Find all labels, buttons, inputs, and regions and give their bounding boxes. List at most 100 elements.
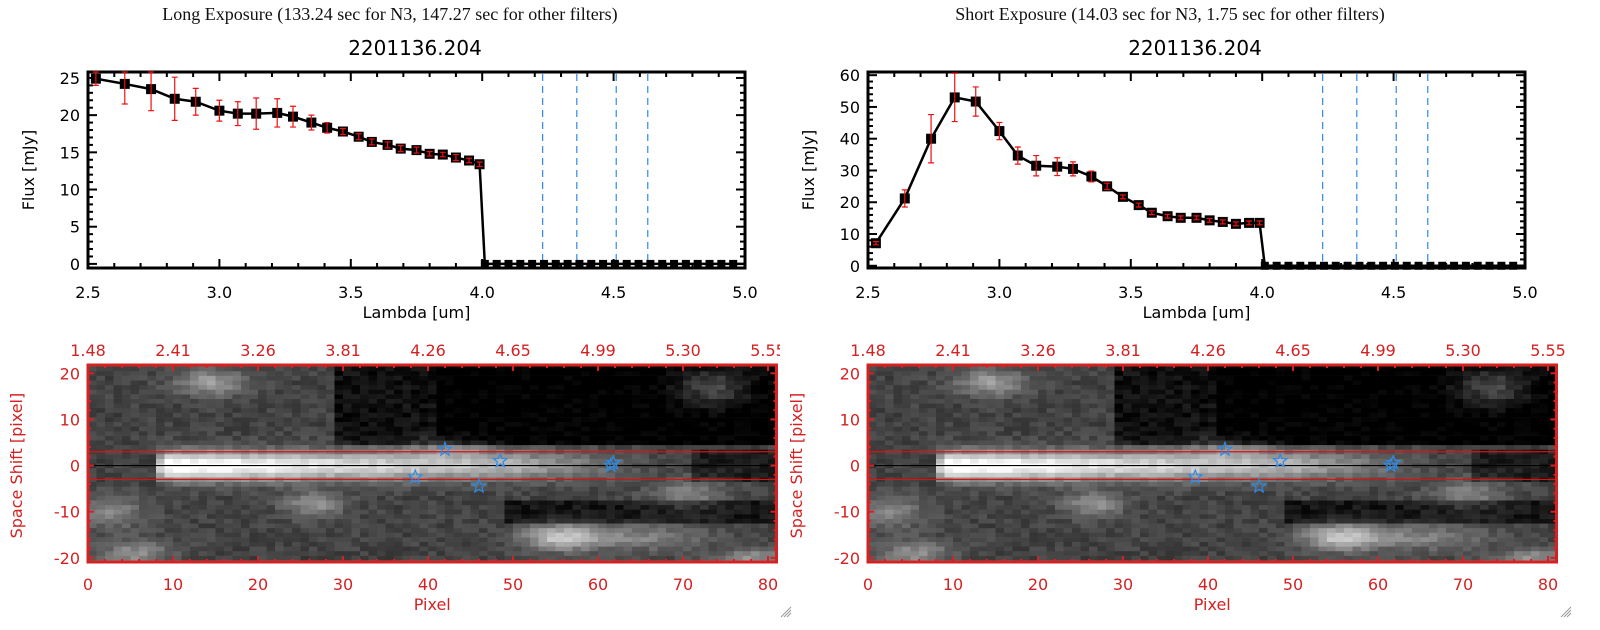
image-pixel	[1029, 454, 1039, 459]
image-pixel	[674, 412, 684, 418]
image-pixel	[734, 537, 743, 542]
image-pixel	[893, 509, 903, 515]
image-pixel	[377, 537, 386, 542]
image-pixel	[513, 366, 522, 372]
image-pixel	[249, 537, 259, 542]
image-pixel	[615, 412, 624, 418]
image-pixel	[360, 403, 369, 409]
image-pixel	[453, 523, 463, 529]
image-pixel	[708, 380, 718, 386]
image-pixel	[657, 504, 667, 510]
image-pixel	[173, 486, 182, 492]
image-pixel	[130, 537, 140, 542]
image-pixel	[538, 389, 548, 395]
image-pixel	[173, 389, 182, 395]
image-pixel	[691, 440, 701, 446]
image-pixel	[606, 389, 616, 395]
image-pixel	[428, 421, 437, 427]
image-pixel	[995, 375, 1005, 381]
image-pixel	[1046, 514, 1056, 519]
image-pixel	[147, 481, 157, 487]
image-pixel	[275, 532, 284, 538]
image-pixel	[419, 444, 429, 450]
top-wavelength-tick-label: 3.81	[325, 341, 361, 360]
image-pixel	[164, 458, 174, 464]
image-pixel	[589, 412, 599, 418]
image-pixel	[674, 371, 684, 376]
image-pixel	[606, 486, 616, 492]
image-pixel	[944, 504, 954, 510]
image-pixel	[876, 537, 886, 542]
image-pixel	[530, 486, 539, 492]
image-pixel	[885, 375, 894, 381]
image-pixel	[927, 555, 937, 561]
image-pixel	[936, 481, 945, 487]
image-pixel	[198, 504, 208, 510]
image-pixel	[496, 537, 505, 542]
image-pixel	[734, 532, 743, 538]
image-pixel	[445, 514, 454, 519]
image-pixel	[317, 541, 327, 547]
image-pixel	[496, 366, 505, 372]
image-pixel	[462, 495, 471, 501]
image-pixel	[360, 481, 369, 487]
image-pixel	[428, 490, 437, 496]
image-pixel	[768, 523, 777, 529]
image-pixel	[640, 394, 650, 399]
image-pixel	[547, 504, 556, 510]
image-pixel	[868, 527, 877, 533]
short-exposure-panel: Short Exposure (14.03 sec for N3, 1.75 s…	[780, 0, 1572, 630]
image-pixel	[368, 495, 378, 501]
image-pixel	[674, 550, 684, 556]
image-pixel	[691, 500, 701, 506]
image-pixel	[768, 537, 777, 542]
image-pixel	[419, 375, 429, 381]
resize-grip-icon[interactable]	[778, 604, 792, 618]
image-pixel	[666, 532, 675, 538]
image-pixel	[868, 504, 877, 510]
image-pixel	[513, 467, 522, 473]
image-pixel	[164, 417, 174, 423]
image-pixel	[547, 514, 556, 519]
image-pixel	[232, 430, 242, 436]
image-pixel	[1021, 523, 1030, 529]
image-pixel	[683, 440, 692, 446]
image-pixel	[1063, 458, 1073, 464]
image-pixel	[615, 467, 624, 473]
image-pixel	[666, 504, 675, 510]
image-pixel	[181, 518, 191, 524]
image-pixel	[190, 440, 199, 446]
image-pixel	[513, 384, 522, 390]
image-pixel	[742, 532, 752, 538]
image-pixel	[317, 403, 327, 409]
image-pixel	[96, 380, 106, 386]
image-pixel	[683, 426, 692, 432]
image-pixel	[742, 546, 752, 552]
image-pixel	[283, 504, 293, 510]
image-pixel	[479, 541, 488, 547]
image-pixel	[292, 518, 301, 524]
image-pixel	[657, 495, 667, 501]
image-pixel	[530, 532, 539, 538]
image-pixel	[232, 509, 242, 515]
image-pixel	[249, 417, 259, 423]
image-pixel	[564, 375, 573, 381]
image-pixel	[173, 426, 182, 432]
image-pixel	[224, 490, 233, 496]
image-pixel	[402, 509, 412, 515]
image-pixel	[1063, 490, 1073, 496]
image-pixel	[1029, 527, 1039, 533]
image-pixel	[334, 384, 344, 390]
image-pixel	[198, 486, 208, 492]
image-pixel	[283, 366, 293, 372]
image-pixel	[164, 435, 174, 441]
image-pixel	[190, 417, 199, 423]
image-pixel	[615, 435, 624, 441]
image-pixel	[394, 454, 403, 459]
image-pixel	[521, 435, 531, 441]
image-pixel	[572, 481, 582, 487]
image-pixel	[598, 435, 607, 441]
image-pixel	[759, 537, 769, 542]
image-pixel	[181, 514, 191, 519]
image-pixel	[436, 394, 446, 399]
